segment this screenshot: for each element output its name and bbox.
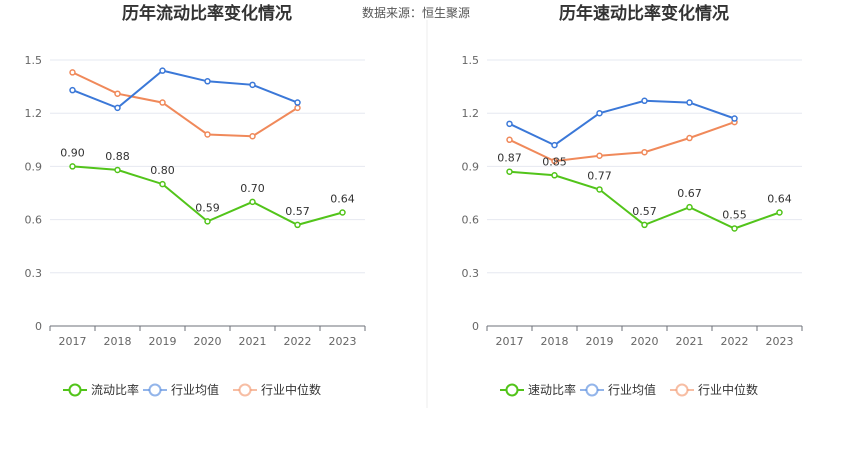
data-point [205, 219, 210, 224]
current-ratio-chart: 历年流动比率变化情况 0 0.3 0.6 0.9 1.2 1.5 2017 2018 2019 20… [25, 3, 366, 397]
data-point [507, 121, 512, 126]
y-tick-label: 1.5 [25, 54, 43, 67]
chart-stage: 数据来源：恒生聚源 历年流动比率变化情况 0 0.3 0.6 0.9 1.2 1.5 2017… [0, 0, 850, 460]
data-point [597, 153, 602, 158]
x-tick-label: 2019 [149, 335, 177, 348]
data-point [597, 187, 602, 192]
data-point [115, 105, 120, 110]
data-point [250, 82, 255, 87]
data-point [70, 164, 75, 169]
y-tick-label: 0 [472, 320, 479, 333]
data-point [732, 226, 737, 231]
y-tick-label: 0.9 [25, 160, 43, 173]
data-label: 0.87 [497, 152, 522, 165]
data-label: 0.59 [195, 201, 220, 214]
data-point [295, 222, 300, 227]
y-tick-label: 1.5 [462, 54, 480, 67]
y-tick-label: 0.6 [462, 214, 480, 227]
data-point [115, 91, 120, 96]
legend-marker [587, 385, 598, 396]
data-label: 0.64 [330, 193, 355, 206]
data-point [250, 199, 255, 204]
x-tick-label: 2019 [586, 335, 614, 348]
data-label: 0.90 [60, 146, 85, 159]
legend-marker [677, 385, 688, 396]
data-label: 0.57 [632, 205, 657, 218]
x-tick-label: 2020 [194, 335, 222, 348]
chart-title: 历年流动比率变化情况 [122, 3, 292, 24]
data-point [597, 111, 602, 116]
legend-label: 行业中位数 [261, 382, 321, 397]
data-source-label: 数据来源：恒生聚源 [362, 5, 470, 20]
chart-title: 历年速动比率变化情况 [559, 3, 729, 24]
x-tick-label: 2018 [541, 335, 569, 348]
legend-marker [507, 385, 518, 396]
data-point [205, 79, 210, 84]
data-point [160, 182, 165, 187]
y-tick-label: 0.3 [462, 267, 480, 280]
y-tick-label: 0.3 [25, 267, 43, 280]
data-label: 0.67 [677, 187, 702, 200]
y-tick-label: 1.2 [25, 107, 43, 120]
x-tick-label: 2023 [766, 335, 794, 348]
data-label: 0.64 [767, 193, 792, 206]
data-point [687, 136, 692, 141]
x-tick-label: 2023 [329, 335, 357, 348]
x-tick-label: 2022 [721, 335, 749, 348]
data-point [552, 173, 557, 178]
legend-label: 速动比率 [528, 382, 576, 397]
data-label: 0.80 [150, 164, 175, 177]
y-tick-label: 0.6 [25, 214, 43, 227]
x-tick-label: 2017 [59, 335, 87, 348]
data-point [507, 169, 512, 174]
legend-label: 行业均值 [171, 382, 219, 397]
data-point [552, 143, 557, 148]
data-label: 0.77 [587, 169, 612, 182]
data-point [687, 205, 692, 210]
legend-marker [150, 385, 161, 396]
data-point [70, 70, 75, 75]
legend-label: 流动比率 [91, 382, 139, 397]
quick-ratio-chart: 历年速动比率变化情况 0 0.3 0.6 0.9 1.2 1.5 2017 2018 2019 20… [462, 3, 803, 397]
data-point [340, 210, 345, 215]
data-point [115, 167, 120, 172]
legend-marker [70, 385, 81, 396]
data-point [642, 98, 647, 103]
data-label: 0.70 [240, 182, 265, 195]
data-point [507, 137, 512, 142]
data-label: 0.55 [722, 208, 747, 221]
legend-label: 行业均值 [608, 382, 656, 397]
x-tick-label: 2021 [676, 335, 704, 348]
data-point [642, 150, 647, 155]
data-label: 0.57 [285, 205, 310, 218]
y-tick-label: 0 [35, 320, 42, 333]
data-label: 0.88 [105, 150, 130, 163]
data-label: 0.85 [542, 155, 567, 168]
x-tick-label: 2017 [496, 335, 524, 348]
x-tick-label: 2021 [239, 335, 267, 348]
y-tick-label: 1.2 [462, 107, 480, 120]
data-point [687, 100, 692, 105]
data-point [295, 105, 300, 110]
legend-label: 行业中位数 [698, 382, 758, 397]
data-point [250, 134, 255, 139]
data-point [642, 222, 647, 227]
y-tick-label: 0.9 [462, 160, 480, 173]
series-line [510, 101, 735, 145]
data-point [160, 100, 165, 105]
legend-marker [240, 385, 251, 396]
data-point [295, 100, 300, 105]
data-point [777, 210, 782, 215]
x-tick-label: 2020 [631, 335, 659, 348]
data-point [205, 132, 210, 137]
data-point [732, 116, 737, 121]
data-point [160, 68, 165, 73]
x-tick-label: 2018 [104, 335, 132, 348]
x-tick-label: 2022 [284, 335, 312, 348]
data-point [70, 88, 75, 93]
